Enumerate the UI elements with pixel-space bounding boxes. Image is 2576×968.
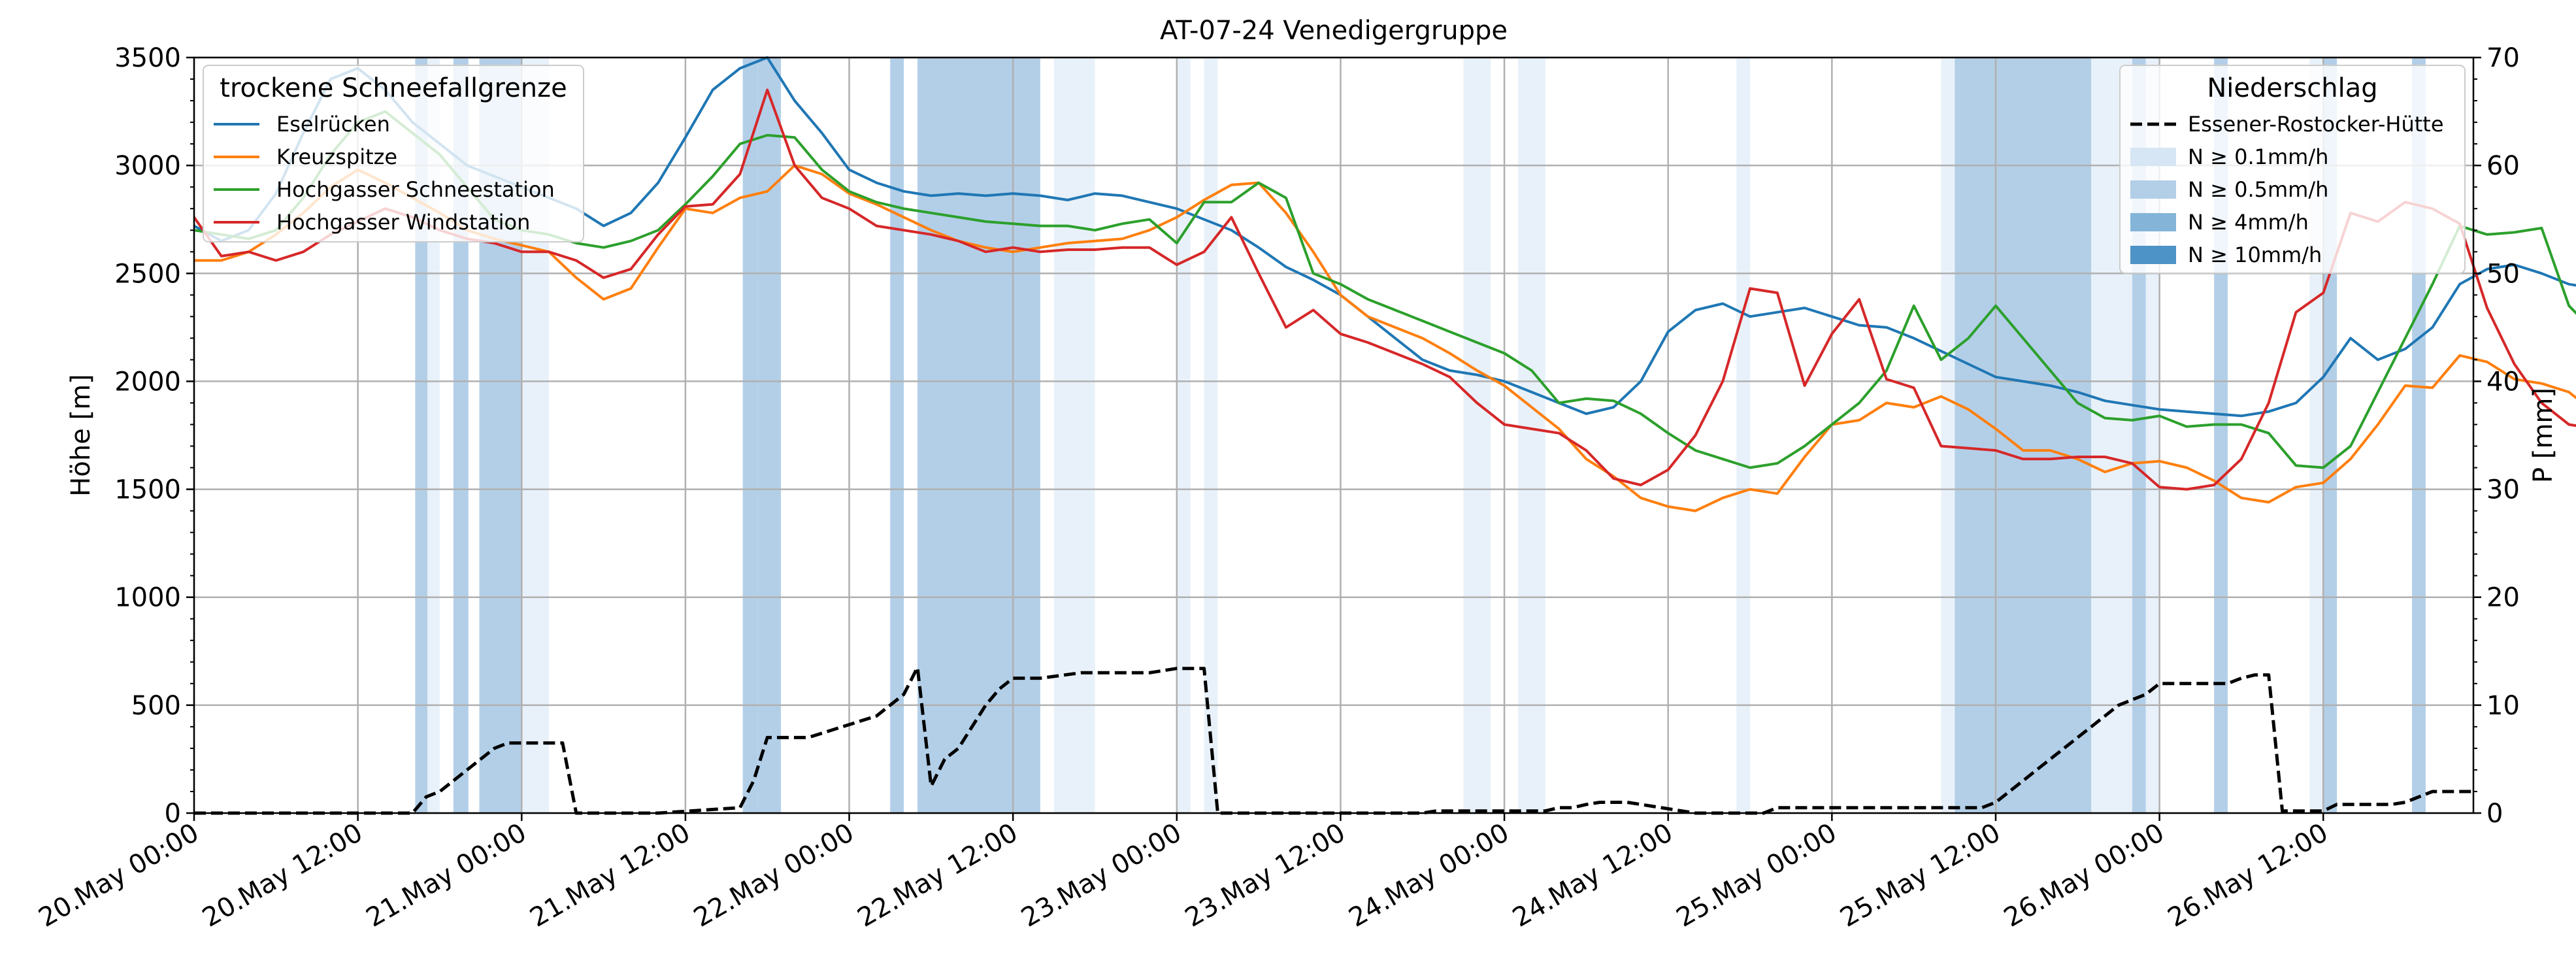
precip-band	[1463, 58, 1491, 813]
precip-band	[890, 58, 904, 813]
y-right-tick-label: 30	[2486, 475, 2520, 505]
legend-precipitation: Niederschlag Essener-Rostocker-Hütte N ≥ 0…	[2119, 65, 2466, 274]
legend-right-band-label: N ≥ 4mm/h	[2188, 210, 2309, 235]
precip-band	[917, 58, 1040, 813]
y-right-tick-label: 50	[2486, 259, 2520, 289]
legend-right-box	[2119, 65, 2466, 274]
y-left-tick-label: 3500	[114, 43, 181, 73]
plot-frame	[193, 56, 2475, 814]
precip-band	[1955, 58, 2092, 813]
precip-band	[742, 58, 758, 813]
precip-band	[1736, 58, 1751, 813]
legend-left-box	[203, 65, 584, 242]
legend-left-entry: Kreuzspitze	[276, 144, 397, 169]
y-right-tick-label: 40	[2486, 367, 2520, 397]
y-left-tick-label: 1500	[114, 475, 181, 505]
y-right-tick-label: 20	[2486, 583, 2520, 613]
y-left-tick-label: 1000	[114, 583, 181, 613]
y-left-tick-label: 0	[165, 799, 181, 829]
precip-band	[427, 58, 440, 813]
y-axis-right-label: P [mm]	[2528, 388, 2558, 483]
y-axis-left-label: Höhe [m]	[66, 374, 96, 496]
legend-left-entry: Eselrücken	[276, 112, 390, 137]
legend-right-band-label: N ≥ 0.5mm/h	[2188, 177, 2328, 202]
legend-right-band-swatch	[2130, 148, 2176, 166]
precip-band	[1941, 58, 1955, 813]
legend-right-line-label: Essener-Rostocker-Hütte	[2188, 112, 2444, 137]
legend-left-entry: Hochgasser Windstation	[276, 210, 530, 235]
legend-right-band-label: N ≥ 10mm/h	[2188, 242, 2322, 267]
legend-snowline: trockene Schneefallgrenze Eselrücken Kreuz…	[203, 65, 584, 242]
precip-band	[1053, 58, 1095, 813]
y-right-tick-label: 10	[2486, 691, 2520, 721]
precip-band	[1176, 58, 1191, 813]
y-right-tick-label: 70	[2486, 43, 2520, 73]
legend-left-title: trockene Schneefallgrenze	[220, 73, 567, 103]
precip-band	[1517, 58, 1545, 813]
legend-right-band-swatch	[2130, 180, 2176, 199]
legend-right-band-label: N ≥ 0.1mm/h	[2188, 144, 2328, 169]
y-left-tick-label: 3000	[114, 151, 181, 181]
y-left-tick-label: 500	[131, 691, 181, 721]
y-left-tick-label: 2000	[114, 367, 181, 397]
precip-band	[453, 58, 469, 813]
precip-band	[415, 58, 428, 813]
chart-title: AT-07-24 Venedigergruppe	[1160, 16, 1508, 46]
y-right-tick-label: 0	[2486, 799, 2503, 829]
legend-right-title: Niederschlag	[2207, 73, 2377, 103]
legend-left-entry: Hochgasser Schneestation	[276, 177, 555, 202]
y-left-tick-label: 2500	[114, 259, 181, 289]
y-right-tick-label: 60	[2486, 151, 2520, 181]
legend-right-band-swatch	[2130, 246, 2176, 264]
series-line-4	[194, 665, 2473, 815]
precip-band	[757, 58, 782, 813]
legend-right-band-swatch	[2130, 213, 2176, 231]
